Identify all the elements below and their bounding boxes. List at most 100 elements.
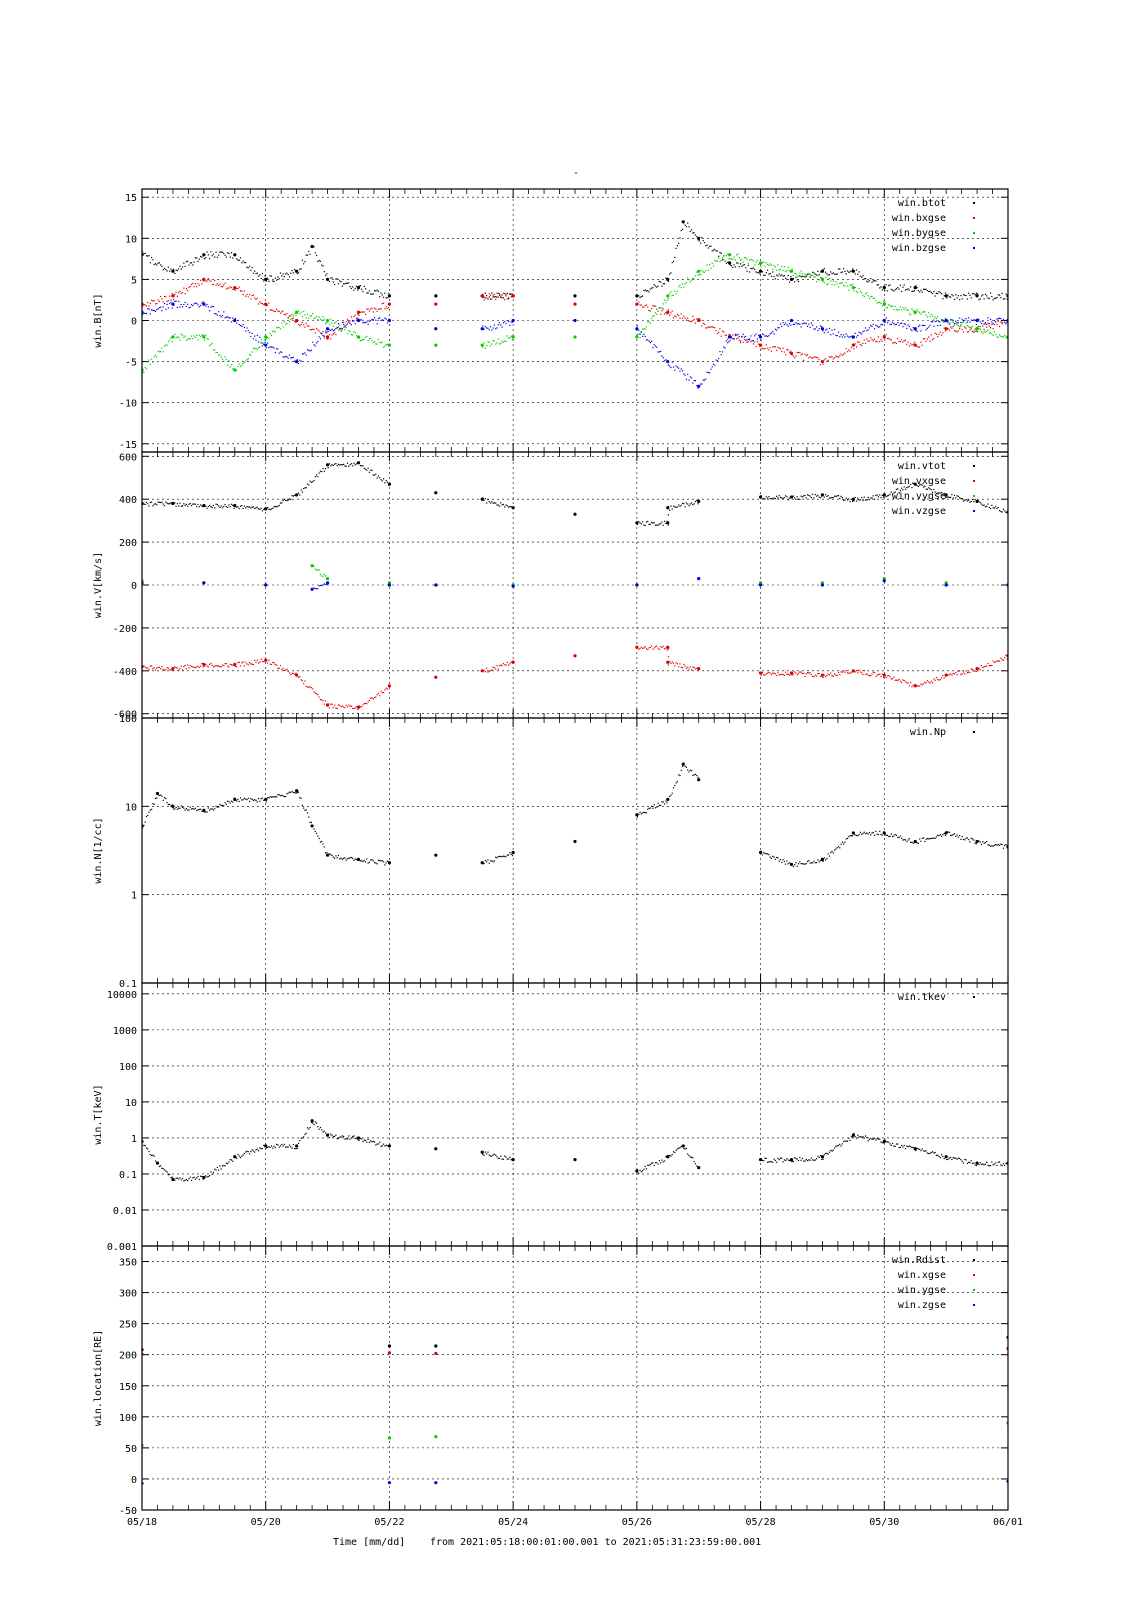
trace-dot — [224, 503, 226, 506]
trace-dot — [679, 1146, 681, 1149]
trace-dot — [178, 669, 180, 671]
trace-dot — [254, 297, 256, 299]
trace-dot — [199, 255, 202, 258]
trace-dot — [694, 275, 697, 277]
trace-dot — [781, 274, 783, 276]
trace-dot — [181, 292, 184, 294]
trace-dot — [278, 794, 280, 796]
trace-dot — [483, 499, 485, 501]
trace-dot — [181, 505, 184, 507]
trace-dot — [925, 314, 927, 316]
trace-dot — [263, 661, 265, 663]
trace-dot — [202, 280, 204, 282]
trace-dot — [336, 1138, 338, 1140]
trace-dot — [285, 499, 287, 501]
trace-dot — [822, 860, 824, 862]
trace-dot — [354, 332, 356, 334]
trace-dot — [674, 1151, 676, 1154]
trace-dot — [259, 508, 261, 510]
trace-dot — [797, 1159, 800, 1162]
trace-dot — [335, 278, 337, 280]
data-point — [820, 1155, 825, 1159]
trace-dot — [666, 649, 668, 651]
trace-dot — [237, 506, 239, 508]
trace-dot — [956, 322, 958, 324]
trace-dot — [819, 364, 822, 366]
trace-dot — [850, 671, 852, 673]
trace-dot — [330, 338, 332, 340]
trace-dot — [697, 503, 699, 505]
trace-dot — [885, 307, 887, 309]
trace-dot — [157, 501, 159, 503]
data-point — [480, 343, 484, 347]
trace-dot — [810, 357, 813, 359]
trace-dot — [961, 835, 963, 838]
trace-dot — [273, 506, 275, 508]
trace-dot — [709, 326, 711, 329]
trace-dot — [371, 859, 373, 861]
trace-dot — [256, 272, 258, 274]
trace-dot — [803, 276, 805, 278]
trace-dot — [727, 342, 729, 344]
trace-dot — [1006, 1163, 1008, 1165]
trace-dot — [382, 296, 385, 298]
trace-dot — [171, 307, 173, 309]
trace-dot — [336, 327, 338, 329]
trace-dot — [296, 494, 298, 497]
trace-dot — [314, 588, 316, 590]
trace-dot — [993, 507, 996, 509]
trace-dot — [785, 322, 787, 324]
trace-dot — [340, 857, 342, 859]
trace-dot — [665, 800, 667, 802]
trace-dot — [274, 796, 276, 798]
trace-dot — [643, 306, 645, 308]
trace-dot — [781, 325, 783, 328]
trace-dot — [335, 333, 337, 336]
trace-dot — [692, 774, 694, 777]
trace-dot — [326, 851, 328, 854]
trace-dot — [1005, 511, 1007, 514]
trace-dot — [894, 341, 896, 343]
trace-dot — [169, 302, 171, 305]
trace-dot — [368, 861, 371, 863]
trace-dot — [332, 281, 334, 283]
trace-dot — [367, 339, 369, 342]
trace-dot — [846, 285, 849, 287]
trace-dot — [819, 276, 822, 279]
trace-dot — [192, 808, 194, 810]
trace-dot — [742, 341, 744, 343]
trace-dot — [300, 679, 302, 681]
trace-dot — [863, 670, 865, 672]
trace-dot — [728, 334, 730, 336]
trace-dot — [255, 507, 257, 509]
trace-dot — [185, 288, 188, 290]
trace-dot — [956, 834, 958, 836]
trace-dot — [492, 861, 494, 863]
trace-dot — [899, 322, 901, 325]
trace-dot — [375, 862, 377, 864]
trace-dot — [670, 662, 672, 664]
trace-dot — [783, 674, 785, 677]
trace-dot — [170, 268, 172, 270]
trace-dot — [953, 833, 956, 835]
trace-dot — [763, 497, 765, 500]
trace-dot — [187, 289, 189, 292]
trace-dot — [701, 270, 703, 272]
trace-dot — [697, 239, 699, 241]
trace-dot — [211, 506, 213, 509]
trace-dot — [844, 671, 846, 673]
trace-dot — [638, 1172, 640, 1174]
trace-dot — [491, 292, 493, 294]
trace-dot — [339, 328, 341, 330]
trace-dot — [672, 505, 675, 507]
trace-dot — [261, 1147, 264, 1150]
trace-dot — [343, 706, 345, 708]
trace-dot — [721, 351, 724, 353]
trace-dot — [640, 523, 642, 525]
trace-dot — [388, 1145, 390, 1147]
trace-dot — [832, 675, 834, 677]
trace-dot — [661, 1159, 663, 1161]
trace-dot — [649, 310, 651, 312]
trace-dot — [379, 1141, 381, 1143]
trace-dot — [259, 800, 261, 802]
